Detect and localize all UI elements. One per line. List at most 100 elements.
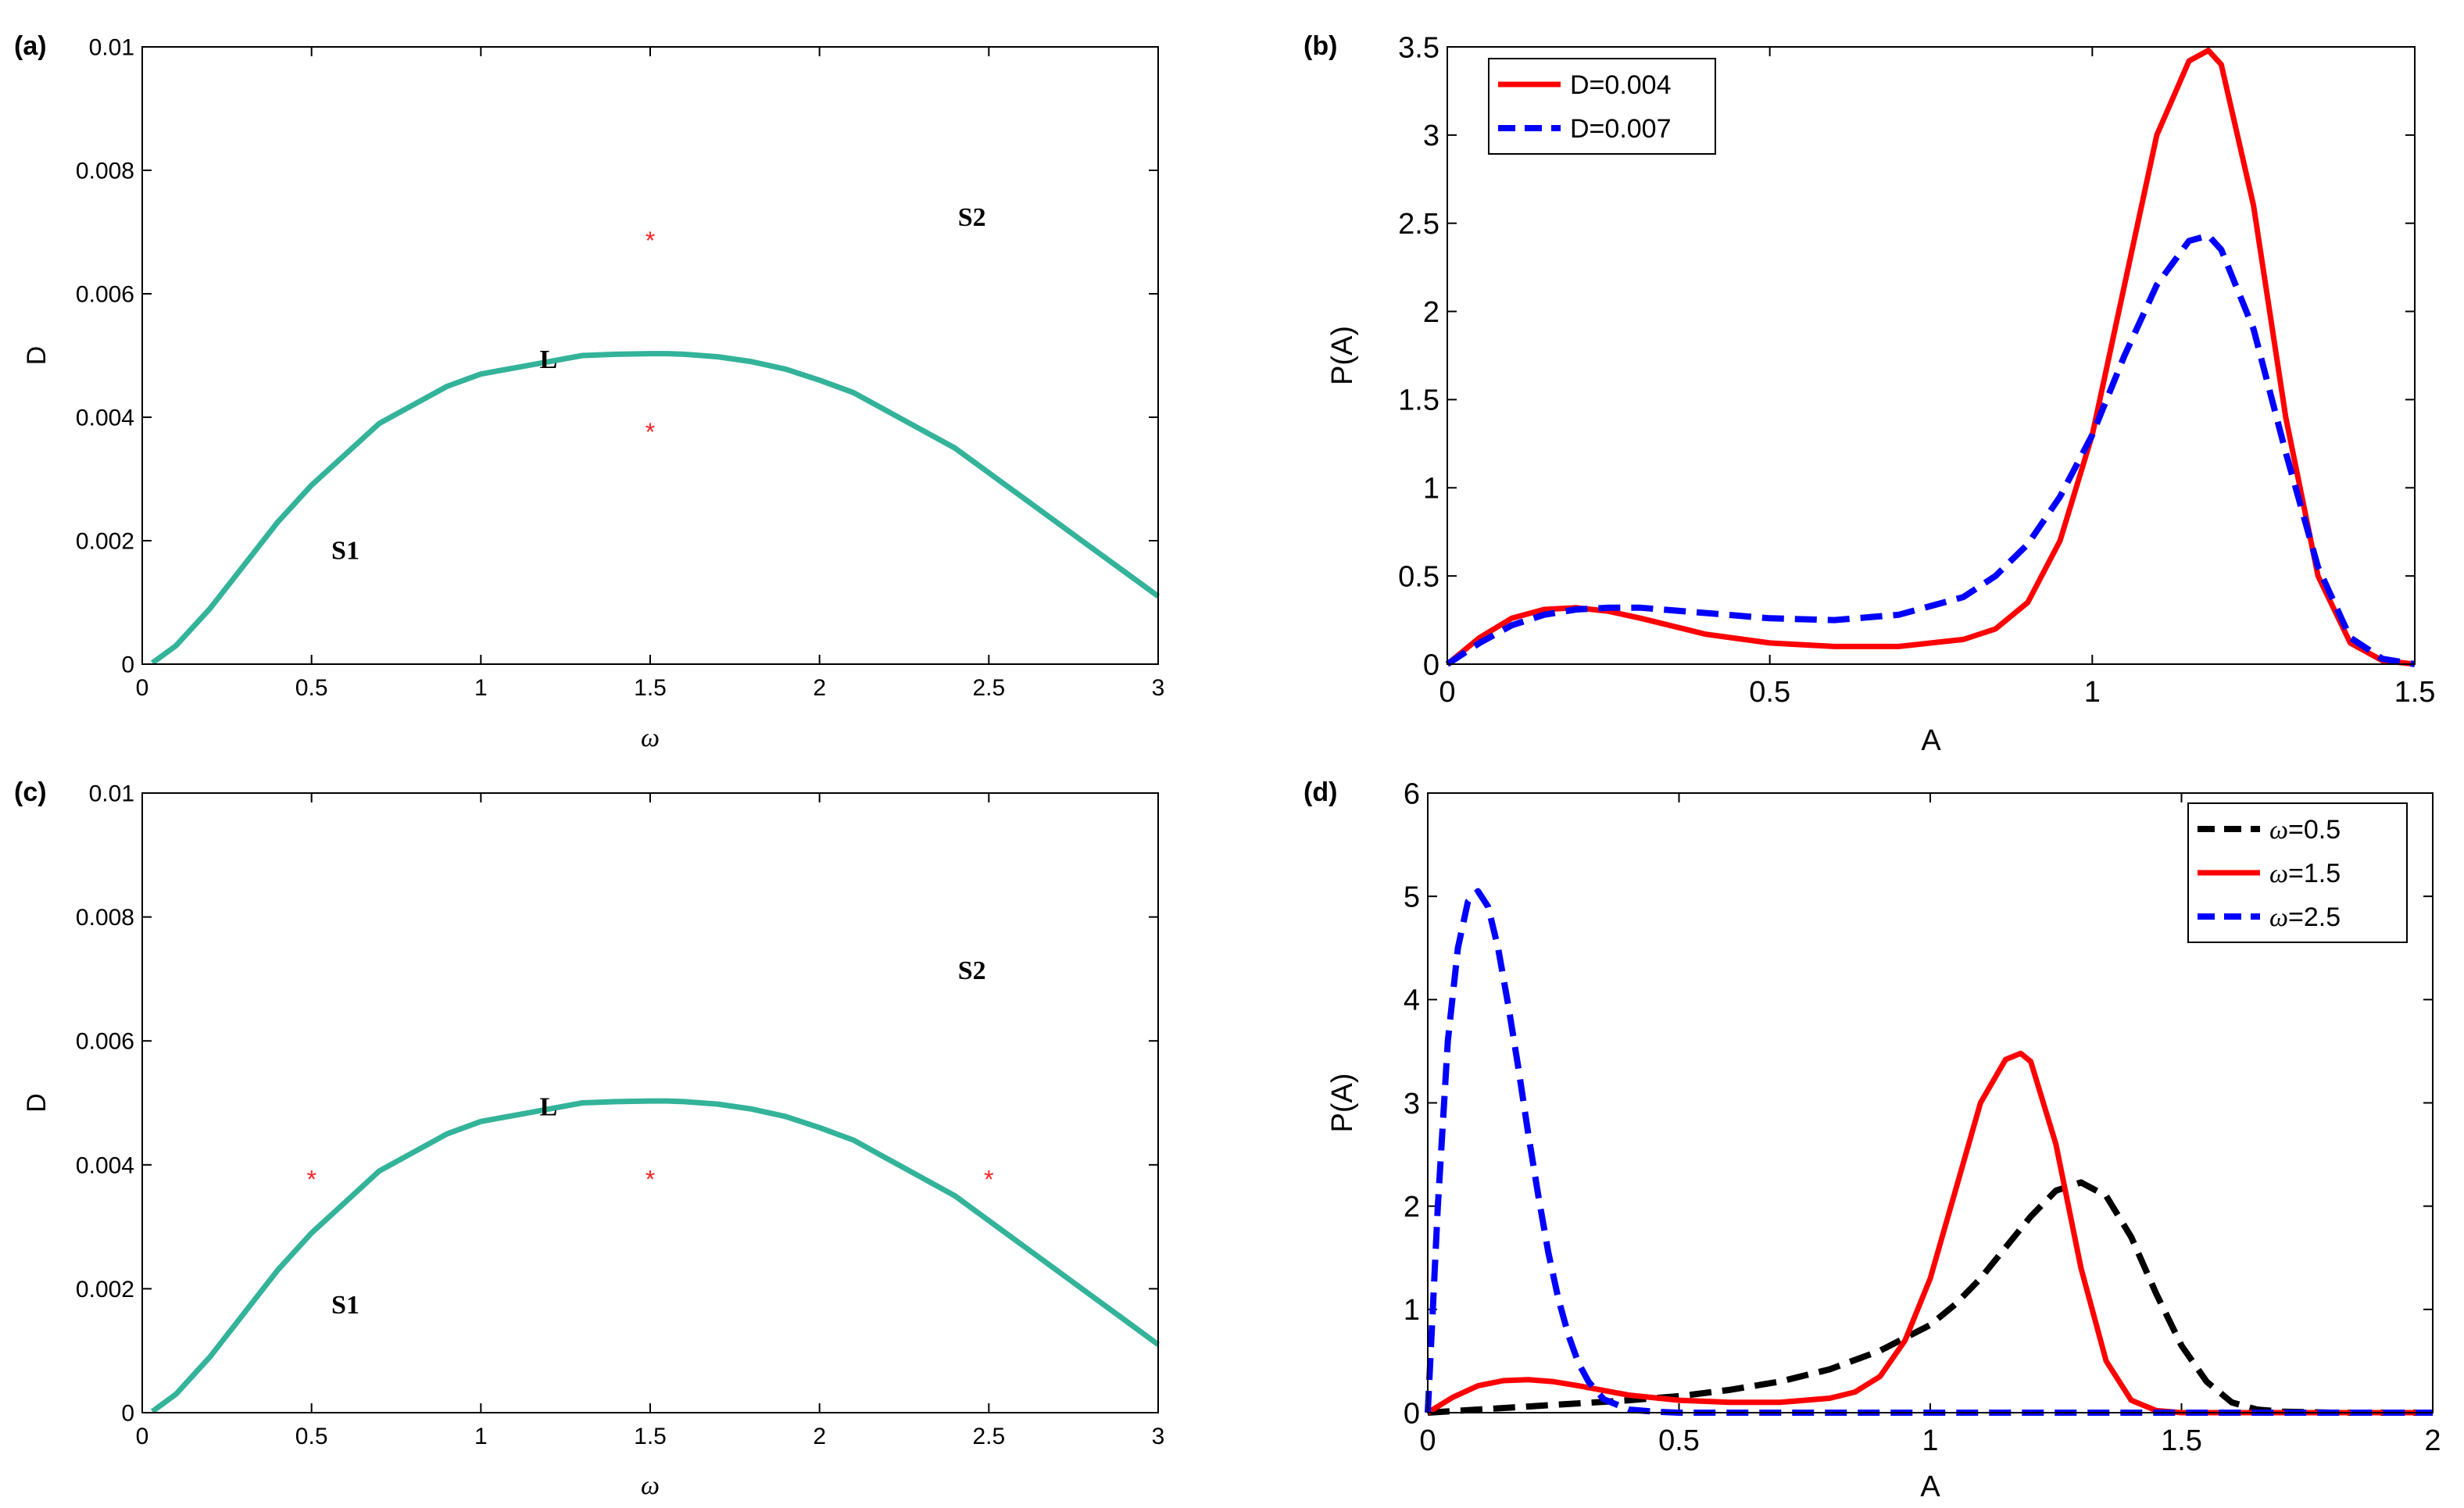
x-tick-label: 1: [474, 1424, 488, 1449]
series-line: [1425, 888, 2433, 1416]
panel-b-series: [1445, 48, 2416, 667]
point-marker: *: [646, 1166, 655, 1194]
x-tick-label: 1.5: [2161, 1424, 2202, 1457]
x-tick-label: 0: [136, 675, 149, 701]
panel-d-chart: (d) 0 0.5 1 1.5 2 0 1 2 3 4 5 6 ω=0.5 ω=1.5 ω=2.5 A P…: [1304, 777, 2441, 1503]
y-tick-label: 0.01: [89, 781, 134, 807]
x-tick-label: 1.5: [2394, 676, 2436, 709]
x-tick-label: 0: [1419, 1424, 1436, 1457]
x-tick-label: 3: [1152, 675, 1165, 701]
y-tick-label: 0.008: [76, 159, 134, 184]
panel-c-ticks: 0 0.5 1 1.5 2 2.5 3 0 0.002 0.004 0.006 0.008 0.01: [76, 781, 1164, 1450]
x-tick-label: 0: [1439, 676, 1455, 709]
panel-c-label: (c): [14, 777, 47, 807]
y-tick-label: 4: [1404, 984, 1420, 1017]
y-tick-label: 2: [1423, 296, 1439, 329]
point-marker: *: [646, 418, 655, 446]
y-tick-label: 0: [121, 652, 134, 678]
x-tick-label: 2: [813, 675, 826, 701]
x-tick-label: 2: [813, 1424, 826, 1449]
panel-a-chart: (a) 0 0.5 1 1.5 2 2.5 3 0 0.002 0.004 0.006 0.008 0.…: [14, 31, 1164, 752]
x-tick-label: 2.5: [972, 1424, 1005, 1449]
y-tick-label: 0.004: [76, 1152, 134, 1178]
y-tick-label: 1: [1404, 1294, 1420, 1327]
panel-a-axes-frame: [141, 46, 1159, 665]
panel-c-annotations: S1 S2 L: [331, 956, 986, 1320]
y-tick-label: 0.01: [89, 35, 134, 61]
x-tick-label: 1: [1922, 1424, 1938, 1457]
panel-a-ticks: 0 0.5 1 1.5 2 2.5 3 0 0.002 0.004 0.006 0.008 0.01: [76, 35, 1164, 702]
y-tick-label: 3: [1404, 1088, 1420, 1120]
panel-d-ylabel: P(A): [1326, 1074, 1359, 1133]
legend-label: ω=2.5: [2269, 902, 2341, 932]
series-line: [150, 351, 1160, 666]
series-line: [1427, 1179, 2433, 1416]
panel-d-label: (d): [1304, 777, 1337, 807]
x-tick-label: 3: [1152, 1424, 1165, 1449]
panel-b-label: (b): [1304, 31, 1337, 61]
panel-a-ylabel: D: [22, 346, 52, 366]
region-annotation: S2: [958, 956, 986, 985]
region-annotation: S1: [331, 537, 359, 566]
y-tick-label: 1: [1423, 473, 1439, 506]
panel-d-axes-frame: [1427, 792, 2434, 1413]
panel-b-legend: D=0.004 D=0.007: [1488, 58, 1716, 155]
region-annotation: L: [540, 1092, 558, 1121]
y-tick-label: 0: [121, 1401, 134, 1427]
y-tick-label: 0.008: [76, 905, 134, 931]
panel-a-xlabel: ω: [641, 724, 660, 752]
panel-c-ylabel: D: [22, 1093, 52, 1113]
panel-c-axes-frame: [141, 792, 1159, 1413]
legend-label: D=0.007: [1570, 114, 1672, 144]
y-tick-label: 5: [1404, 881, 1420, 913]
panel-c-markers: * * *: [306, 1166, 993, 1194]
panel-b-chart: (b) 0 0.5 1 1.500.511.522.533.5 D=0.004D=0.…: [1304, 31, 2435, 757]
x-tick-label: 1: [474, 675, 488, 701]
x-tick-label: 1.5: [634, 675, 667, 701]
y-tick-label: 0: [1423, 649, 1439, 681]
y-tick-label: 2.5: [1398, 208, 1439, 241]
panel-b-axes-frame: [1447, 46, 2416, 665]
y-tick-label: 2: [1404, 1191, 1420, 1224]
panel-c-chart: (c) 0 0.5 1 1.5 2 2.5 3 0 0.002 0.004 0.006 0.008 0.…: [14, 777, 1164, 1500]
x-tick-label: 2: [2424, 1424, 2441, 1457]
x-tick-label: 0.5: [1749, 676, 1790, 709]
panel-a-label: (a): [14, 31, 47, 61]
panel-a-annotations: S1 S2 L: [331, 203, 986, 566]
y-tick-label: 1.5: [1398, 384, 1439, 417]
x-tick-label: 2.5: [972, 675, 1005, 701]
y-tick-label: 0: [1404, 1397, 1420, 1430]
x-tick-label: 0.5: [295, 675, 328, 701]
panel-a-markers: **: [646, 227, 655, 446]
panel-c-xlabel: ω: [641, 1471, 660, 1500]
legend-label: D=0.004: [1570, 70, 1672, 100]
panel-b-ylabel: P(A): [1326, 326, 1359, 385]
panel-b-ticks: 0 0.5 1 1.5 0 0.5 1 1.5 2 2.5 3 3.5: [1398, 31, 2435, 709]
y-tick-label: 3.5: [1398, 31, 1439, 64]
series-line: [150, 1098, 1160, 1414]
y-tick-label: 0.5: [1398, 560, 1439, 593]
x-tick-label: 1: [2084, 676, 2101, 709]
panel-d-legend: ω=0.5 ω=1.5 ω=2.5: [2187, 802, 2408, 943]
panel-b-xlabel: A: [1921, 724, 1941, 757]
panel-c-series: [150, 1098, 1160, 1414]
legend-box: [1488, 58, 1716, 155]
point-marker: *: [306, 1166, 316, 1194]
x-tick-label: 0: [136, 1424, 149, 1449]
y-tick-label: 0.002: [76, 1277, 134, 1303]
legend-label: ω=0.5: [2269, 815, 2341, 845]
x-tick-label: 0.5: [295, 1424, 328, 1449]
y-tick-label: 6: [1404, 777, 1420, 810]
y-tick-label: 3: [1423, 120, 1439, 152]
y-tick-label: 0.006: [76, 282, 134, 308]
y-tick-label: 0.002: [76, 529, 134, 555]
y-tick-label: 0.006: [76, 1029, 134, 1055]
region-annotation: S1: [331, 1291, 359, 1320]
point-marker: *: [984, 1166, 993, 1194]
panel-d-series: [1425, 888, 2433, 1416]
legend-label: ω=1.5: [2269, 859, 2341, 888]
panel-a-series: [150, 351, 1160, 666]
region-annotation: L: [540, 345, 558, 374]
x-tick-label: 1.5: [634, 1424, 667, 1449]
